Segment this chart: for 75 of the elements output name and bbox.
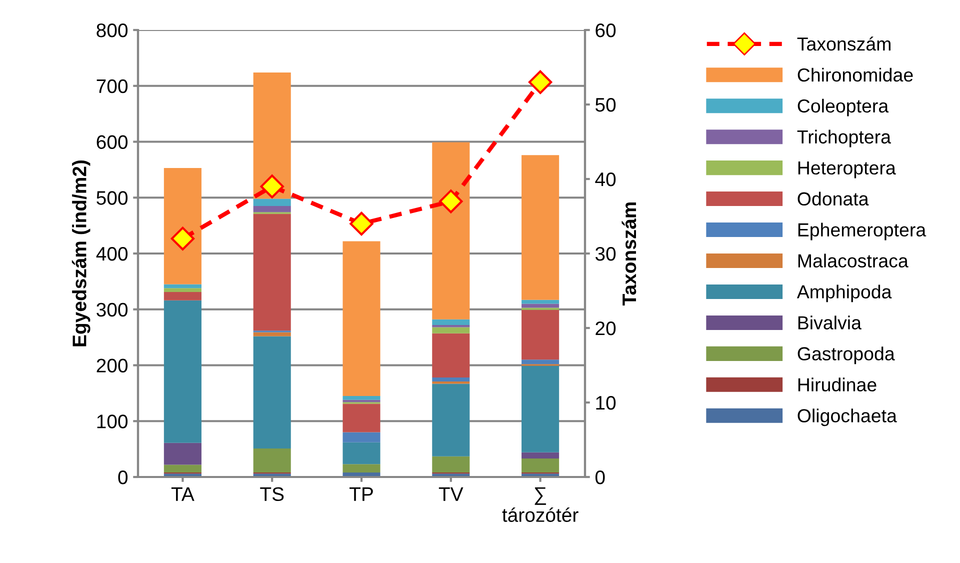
y-tick-label: 700 (96, 79, 128, 94)
point (528, 70, 552, 94)
legend-label: Heteroptera (798, 161, 896, 178)
y2-tick-label: 40 (595, 172, 616, 186)
bar (522, 360, 560, 364)
y2-axis-title: Taxonszám (622, 202, 636, 306)
legend-label: Trichoptera (797, 130, 891, 148)
bar (432, 319, 470, 326)
legend-label: Bivalvia (798, 316, 862, 330)
x-tick-label: ∑ tározótér (502, 487, 578, 522)
y2-tick-label: 30 (595, 246, 616, 261)
bar (164, 284, 202, 288)
bar (164, 442, 202, 465)
bar (522, 155, 560, 300)
bar (164, 300, 202, 443)
bar (342, 396, 380, 400)
bar (164, 288, 202, 292)
legend-label: Gastropoda (798, 346, 895, 364)
y2-tick-label: 60 (596, 23, 616, 38)
bar (253, 206, 291, 212)
bar (253, 72, 291, 199)
bar (342, 432, 380, 442)
legend-label: Amphipoda (796, 284, 892, 302)
y-axis-title: Egyedszám (ind/m2) (72, 160, 90, 346)
legend-label: Odonata (798, 192, 869, 206)
bar (432, 384, 470, 456)
y-tick-label: 400 (96, 246, 128, 261)
bar (522, 452, 560, 459)
x-tick-label: TV (438, 487, 464, 501)
bar (432, 327, 470, 334)
legend-label: Oligochaeta (798, 408, 897, 426)
y2-tick-label: 0 (595, 470, 605, 484)
bar (342, 404, 380, 432)
bar (432, 378, 470, 382)
legend-label: Ephemeroptera (798, 222, 926, 240)
y2-tick-label: 50 (596, 98, 616, 112)
bar (342, 241, 380, 396)
legend-label: Malacostraca (798, 254, 908, 268)
bar (522, 310, 560, 360)
y-tick-label: 200 (96, 358, 128, 372)
y-tick-label: 600 (96, 135, 128, 149)
point (439, 190, 463, 214)
y-tick-label: 300 (96, 302, 128, 317)
bar (342, 400, 380, 402)
bar (432, 333, 470, 378)
x-tick-label: TA (171, 487, 194, 501)
x-tick-label: TS (260, 487, 284, 502)
bar (164, 292, 202, 300)
bar (253, 336, 291, 449)
y-tick-label: 100 (97, 414, 128, 428)
bar (522, 366, 560, 452)
bar (432, 456, 470, 473)
bar (253, 214, 291, 331)
legend-label: Chironomidae (798, 68, 913, 82)
bar (253, 448, 291, 473)
legend-label: Hirudinae (798, 378, 876, 392)
bar (522, 300, 560, 304)
y2-tick-label: 10 (596, 396, 616, 410)
point (170, 226, 195, 250)
bar (342, 464, 380, 473)
y-tick-label: 800 (96, 23, 128, 38)
point (350, 212, 374, 236)
legend-label: Taxonszám (797, 36, 890, 51)
bar (342, 442, 380, 464)
y-tick-label: 0 (118, 470, 128, 484)
point (260, 174, 284, 198)
bar (522, 458, 560, 473)
bar (432, 142, 470, 320)
bar (164, 168, 202, 284)
y2-tick-label: 20 (596, 321, 616, 336)
bar (253, 198, 291, 206)
x-tick-label: TP (350, 487, 373, 501)
legend-label: Coleoptera (798, 98, 889, 116)
bar (164, 464, 202, 473)
y-tick-label: 500 (96, 191, 128, 205)
